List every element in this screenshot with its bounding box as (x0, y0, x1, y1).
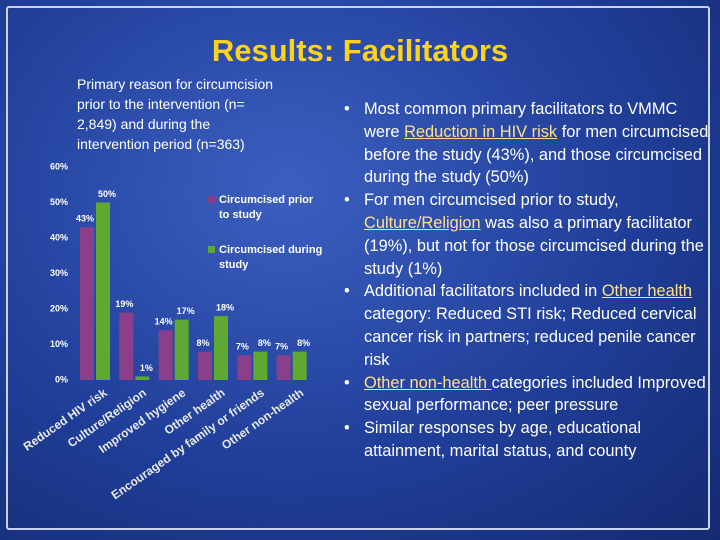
legend-swatch (208, 246, 215, 253)
y-tick-label: 50% (50, 197, 68, 207)
legend-swatch (208, 196, 215, 203)
bullet-text: categories included Improved sexual perf… (364, 373, 706, 415)
data-label: 8% (258, 338, 271, 348)
bar (237, 355, 252, 380)
data-label: 7% (275, 342, 288, 352)
bullet-text: category: Reduced STI risk; Reduced cerv… (364, 305, 697, 369)
bar (174, 319, 189, 380)
bar (119, 312, 134, 380)
data-label: 19% (115, 299, 133, 309)
y-tick-label: 20% (50, 303, 68, 313)
bar (158, 330, 173, 380)
bar (80, 227, 94, 380)
data-label: 7% (236, 342, 249, 352)
bullet: Other non-health categories included Imp… (338, 372, 710, 418)
legend-label: Circumcised prior to study (219, 194, 314, 221)
bullet-text: was also a primary facilitator (19%), bu… (364, 213, 704, 278)
y-tick-label: 0% (55, 374, 68, 384)
chart-title: Primary reason for circumcision prior to … (77, 76, 273, 152)
y-tick-label: 30% (50, 268, 68, 278)
bar (96, 202, 110, 380)
data-label: 50% (98, 189, 116, 199)
slide-title: Results: Facilitators (212, 33, 508, 68)
bullet: Additional facilitators included in Othe… (338, 280, 710, 371)
bar (135, 376, 150, 380)
legend-label: Circumcised during study (219, 244, 322, 271)
bullet-text: for men circumcised before the study (43… (364, 122, 709, 187)
bar (198, 351, 212, 380)
bullet-list: Most common primary facilitators to VMMC… (338, 98, 710, 463)
data-label: 8% (196, 338, 209, 348)
bullet-text: Reduction in HIV risk (404, 122, 558, 141)
data-label: 14% (155, 317, 173, 327)
bar (292, 351, 307, 380)
bullet: Most common primary facilitators to VMMC… (338, 98, 710, 189)
bullet-text: Other health (601, 282, 693, 301)
data-label: 8% (297, 338, 310, 348)
data-label: 17% (177, 306, 195, 316)
y-tick-label: 60% (50, 161, 68, 171)
bar (276, 355, 291, 380)
bar (214, 316, 228, 380)
bullet-text: Additional facilitators included in (364, 282, 602, 301)
bar (253, 351, 268, 380)
bullet-text: Culture/Religion (364, 213, 481, 232)
data-label: 18% (216, 302, 234, 312)
bullet-text: Other non-health (364, 373, 492, 392)
bullet-text: For men circumcised prior to study, (364, 191, 619, 210)
y-tick-label: 40% (50, 232, 68, 242)
bullet-text: Most common primary facilitators to VMMC… (364, 100, 678, 141)
data-label: 43% (76, 214, 94, 224)
y-tick-label: 10% (50, 339, 68, 349)
bullet: For men circumcised prior to study, Cult… (338, 189, 710, 280)
bullet-text: Similar responses by age, educational at… (364, 419, 641, 460)
bullet: Similar responses by age, educational at… (338, 417, 710, 463)
data-label: 1% (140, 363, 153, 373)
